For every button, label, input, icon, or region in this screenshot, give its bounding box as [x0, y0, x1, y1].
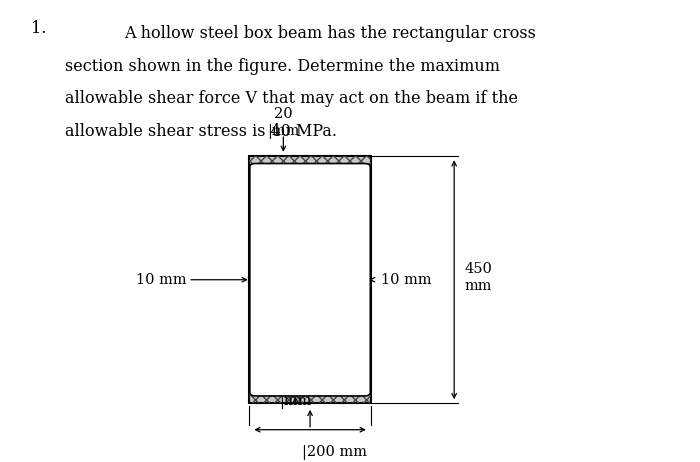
Text: |mm: |mm [279, 394, 312, 409]
Text: 10 mm: 10 mm [136, 273, 187, 287]
Text: |200 mm: |200 mm [302, 445, 367, 460]
FancyBboxPatch shape [250, 164, 370, 396]
Text: mm: mm [465, 280, 492, 293]
Text: allowable shear force V that may act on the beam if the: allowable shear force V that may act on … [65, 91, 518, 107]
Text: 20: 20 [274, 107, 293, 121]
Text: section shown in the figure. Determine the maximum: section shown in the figure. Determine t… [65, 57, 500, 74]
Text: allowable shear stress is 40 MPa.: allowable shear stress is 40 MPa. [65, 123, 337, 140]
Text: 20: 20 [286, 377, 304, 391]
Text: |mm: |mm [267, 124, 300, 139]
Text: 10 mm: 10 mm [382, 273, 432, 287]
Text: 450: 450 [465, 262, 493, 276]
Text: 1.: 1. [31, 20, 46, 37]
Bar [249, 156, 371, 403]
Bar [249, 156, 371, 403]
Text: A hollow steel box beam has the rectangular cross: A hollow steel box beam has the rectangu… [125, 24, 536, 42]
